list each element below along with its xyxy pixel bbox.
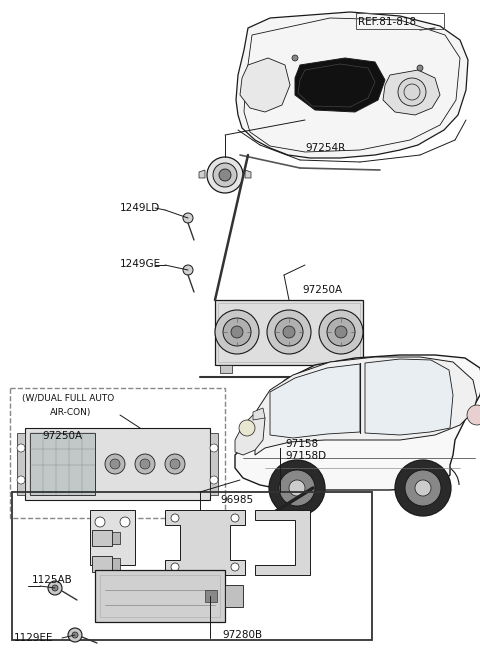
Circle shape <box>120 517 130 527</box>
Polygon shape <box>295 58 385 112</box>
Circle shape <box>319 310 363 354</box>
Text: 96985: 96985 <box>220 495 253 505</box>
Polygon shape <box>165 510 245 575</box>
Bar <box>218 303 360 362</box>
Bar <box>12 492 372 640</box>
Polygon shape <box>235 355 480 490</box>
Circle shape <box>398 78 426 106</box>
Circle shape <box>231 563 239 571</box>
Text: 1249GE: 1249GE <box>120 259 161 269</box>
Circle shape <box>17 476 25 484</box>
Circle shape <box>72 632 78 638</box>
Circle shape <box>52 585 58 591</box>
Bar <box>25 428 210 500</box>
Circle shape <box>210 444 218 452</box>
Circle shape <box>171 563 179 571</box>
Circle shape <box>231 326 243 338</box>
Circle shape <box>140 459 150 469</box>
Polygon shape <box>235 412 265 455</box>
Bar <box>95 570 225 622</box>
Circle shape <box>170 459 180 469</box>
Text: 97158D: 97158D <box>285 451 326 461</box>
Text: 1129EE: 1129EE <box>14 633 53 643</box>
Text: 97250A: 97250A <box>42 431 82 441</box>
Polygon shape <box>255 510 310 575</box>
Polygon shape <box>236 12 468 158</box>
Circle shape <box>105 454 125 474</box>
Bar <box>210 433 218 495</box>
Text: 1249LD: 1249LD <box>120 203 160 213</box>
Circle shape <box>207 157 243 193</box>
Circle shape <box>267 310 311 354</box>
Circle shape <box>231 514 239 522</box>
Polygon shape <box>365 359 453 435</box>
Circle shape <box>95 517 105 527</box>
Circle shape <box>17 444 25 452</box>
Circle shape <box>275 318 303 346</box>
Bar <box>112 532 120 544</box>
Circle shape <box>165 454 185 474</box>
Bar <box>92 556 112 572</box>
Circle shape <box>335 326 347 338</box>
Bar <box>17 433 25 495</box>
Circle shape <box>219 169 231 181</box>
Text: AIR-CON): AIR-CON) <box>50 409 91 417</box>
Circle shape <box>223 318 251 346</box>
Bar <box>215 300 363 365</box>
Text: REF.81-818: REF.81-818 <box>358 17 416 27</box>
Circle shape <box>292 55 298 61</box>
Bar <box>225 585 243 607</box>
Bar <box>346 365 358 373</box>
Text: 97158: 97158 <box>285 439 318 449</box>
Bar <box>205 590 217 602</box>
Text: 97280B: 97280B <box>222 630 262 640</box>
Circle shape <box>239 420 255 436</box>
Circle shape <box>110 459 120 469</box>
Circle shape <box>171 514 179 522</box>
Bar <box>30 433 95 495</box>
Circle shape <box>68 628 82 642</box>
Circle shape <box>405 470 441 506</box>
Text: 1125AB: 1125AB <box>32 575 73 585</box>
Circle shape <box>283 326 295 338</box>
Circle shape <box>279 470 315 506</box>
Bar <box>92 530 112 546</box>
Bar <box>90 510 135 565</box>
Polygon shape <box>245 170 251 178</box>
Bar <box>112 558 120 570</box>
Circle shape <box>213 163 237 187</box>
Text: (W/DUAL FULL AUTO: (W/DUAL FULL AUTO <box>22 394 114 403</box>
Text: 97250A: 97250A <box>302 285 342 295</box>
Circle shape <box>415 480 431 496</box>
Polygon shape <box>253 408 265 420</box>
Polygon shape <box>270 364 360 438</box>
Polygon shape <box>199 170 205 178</box>
Bar <box>100 575 220 617</box>
Circle shape <box>215 310 259 354</box>
Circle shape <box>135 454 155 474</box>
Circle shape <box>183 213 193 223</box>
Text: 97254R: 97254R <box>305 143 345 153</box>
Circle shape <box>395 460 451 516</box>
Circle shape <box>48 581 62 595</box>
Circle shape <box>327 318 355 346</box>
Polygon shape <box>240 58 290 112</box>
Polygon shape <box>255 357 477 455</box>
Circle shape <box>269 460 325 516</box>
Bar <box>10 388 225 518</box>
Circle shape <box>183 265 193 275</box>
Bar <box>356 13 444 29</box>
Circle shape <box>289 480 305 496</box>
Polygon shape <box>383 70 440 115</box>
Circle shape <box>467 405 480 425</box>
Circle shape <box>210 476 218 484</box>
Circle shape <box>417 65 423 71</box>
Bar <box>220 365 232 373</box>
